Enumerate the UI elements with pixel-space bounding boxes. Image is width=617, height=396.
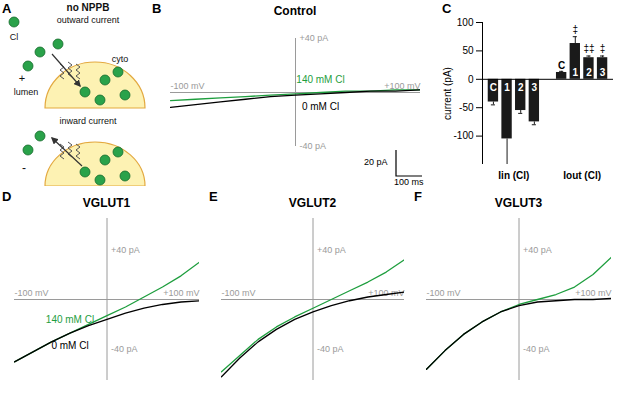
html-text:VGLUT2: VGLUT2 — [288, 196, 337, 210]
html-text:E: E — [209, 189, 218, 204]
svg-text:cyto: cyto — [112, 54, 129, 64]
svg-text:+100 mV: +100 mV — [368, 288, 405, 299]
html-text:B: B — [152, 1, 162, 16]
html-text:F: F — [414, 189, 422, 204]
svg-text:-100 mV: -100 mV — [15, 288, 49, 298]
svg-text:2: 2 — [586, 67, 592, 78]
svg-text:+40 pA: +40 pA — [300, 33, 329, 43]
svg-text:-40 pA: -40 pA — [111, 344, 138, 354]
svg-text:-100 mV: -100 mV — [427, 288, 461, 298]
svg-text:+40 pA: +40 pA — [523, 245, 552, 255]
svg-text:-100: -100 — [453, 130, 473, 141]
svg-text:current (pA): current (pA) — [442, 67, 453, 120]
svg-text:C: C — [490, 82, 497, 93]
svg-text:+: + — [19, 72, 25, 84]
svg-text:lumen: lumen — [14, 87, 39, 97]
svg-text:Cl: Cl — [10, 32, 19, 42]
html-text:D: D — [2, 189, 12, 204]
html-text:VGLUT3: VGLUT3 — [494, 196, 543, 210]
svg-text:-100 mV: -100 mV — [171, 81, 205, 91]
svg-text:-40 pA: -40 pA — [300, 141, 327, 151]
svg-text:Iin (Cl): Iin (Cl) — [498, 170, 529, 181]
html-text:Control: Control — [273, 4, 317, 18]
svg-text:-100 mV: -100 mV — [222, 288, 256, 298]
svg-text:100: 100 — [457, 17, 474, 28]
svg-text:+40 pA: +40 pA — [111, 245, 140, 255]
svg-text:+100 mV: +100 mV — [575, 288, 611, 298]
svg-text:-: - — [22, 161, 26, 175]
svg-text:outward current: outward current — [57, 15, 120, 25]
svg-text:‡: ‡ — [600, 43, 606, 54]
svg-text:C: C — [558, 60, 565, 71]
svg-text:0 mM Cl: 0 mM Cl — [302, 101, 339, 112]
html-text:C: C — [442, 1, 452, 16]
svg-text:3: 3 — [532, 82, 538, 93]
svg-text:0 mM Cl: 0 mM Cl — [51, 340, 88, 351]
html-text:20 pA: 20 pA — [364, 157, 388, 167]
svg-text:‡‡: ‡‡ — [583, 43, 594, 54]
svg-text:-50: -50 — [459, 102, 474, 113]
svg-text:140 mM Cl: 140 mM Cl — [296, 74, 344, 85]
svg-text:-40 pA: -40 pA — [317, 344, 344, 354]
svg-text:1: 1 — [573, 67, 579, 78]
svg-text:0: 0 — [468, 74, 474, 85]
svg-text:2: 2 — [518, 82, 524, 93]
svg-text:‡: ‡ — [573, 24, 579, 35]
svg-text:1: 1 — [504, 82, 510, 93]
svg-text:+40 pA: +40 pA — [317, 245, 346, 255]
html-text:100 ms: 100 ms — [394, 177, 424, 187]
svg-text:+100 mV: +100 mV — [384, 81, 421, 92]
svg-text:+100 mV: +100 mV — [163, 288, 199, 298]
html-text:VGLUT1: VGLUT1 — [82, 196, 131, 210]
svg-text:3: 3 — [600, 67, 606, 78]
svg-text:no NPPB: no NPPB — [67, 2, 110, 13]
svg-text:Iout (Cl): Iout (Cl) — [563, 170, 601, 181]
svg-text:50: 50 — [462, 45, 474, 56]
html-text:A: A — [2, 1, 12, 16]
svg-text:inward current: inward current — [59, 116, 117, 126]
svg-text:-40 pA: -40 pA — [523, 344, 550, 354]
svg-text:140 mM Cl: 140 mM Cl — [46, 314, 94, 325]
